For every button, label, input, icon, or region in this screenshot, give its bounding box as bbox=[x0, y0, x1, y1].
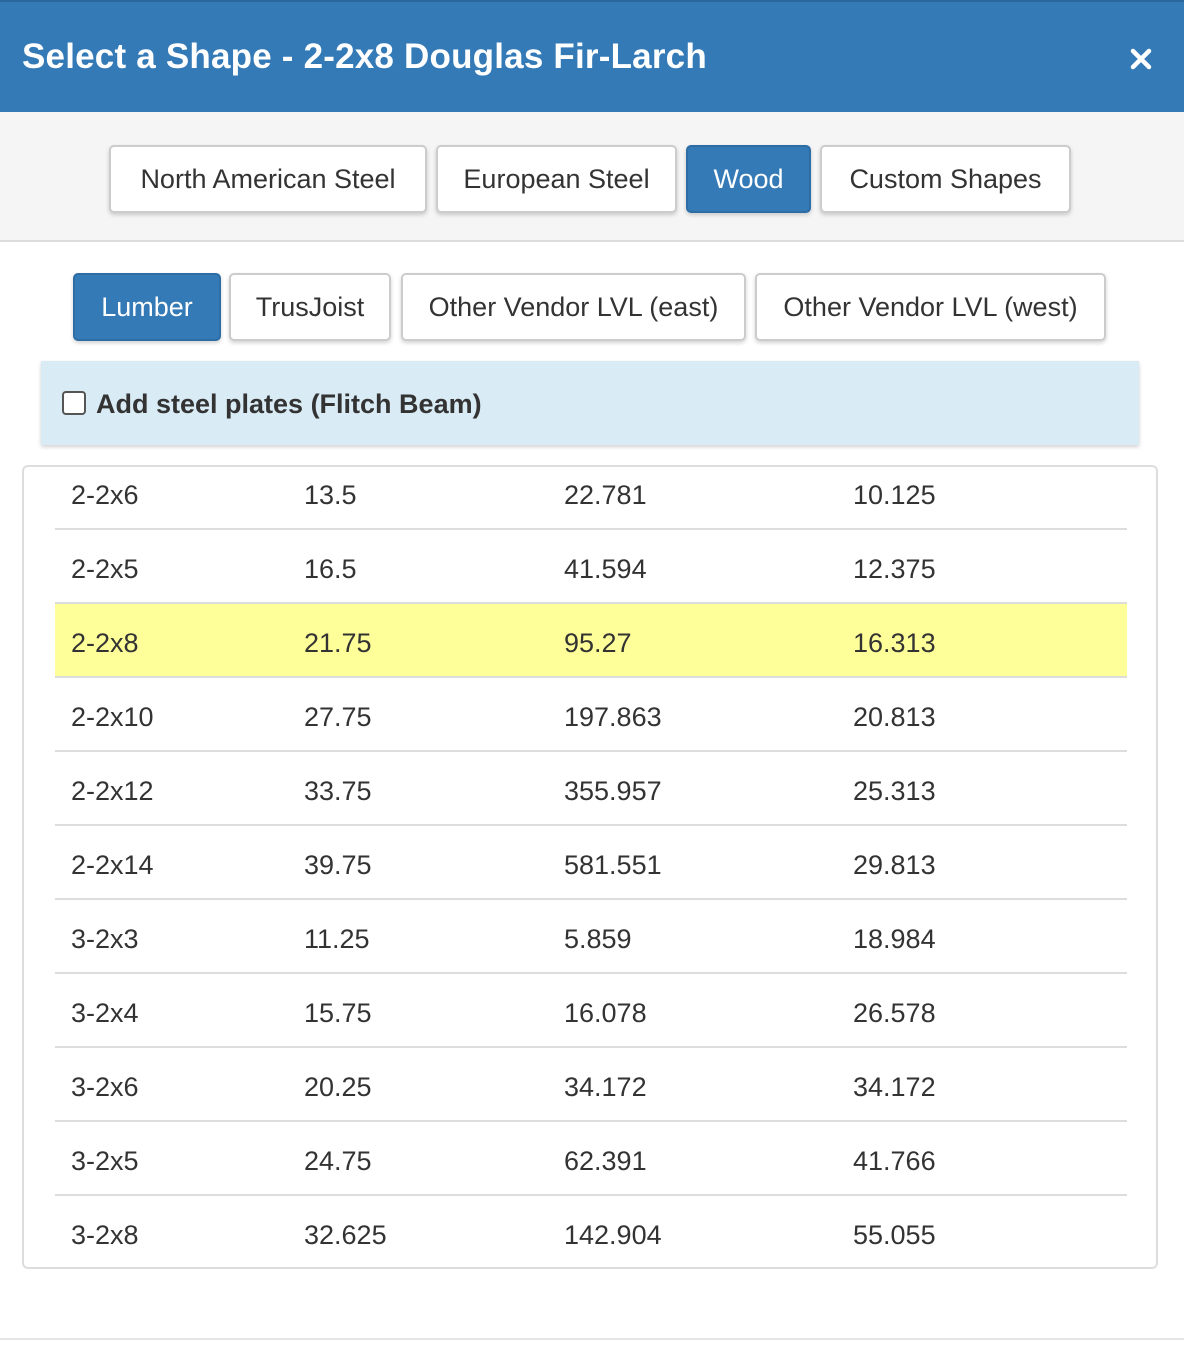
table-row[interactable]: 3-2x4 15.75 16.078 26.578 bbox=[55, 974, 1127, 1048]
category-tab-bar: North American Steel European Steel Wood… bbox=[0, 112, 1184, 242]
cell-value: 20.25 bbox=[304, 1072, 372, 1102]
cell-value: 62.391 bbox=[564, 1146, 647, 1176]
cell-value: 26.578 bbox=[853, 998, 936, 1028]
cell-value: 12.375 bbox=[853, 554, 936, 584]
cell-value: 16.5 bbox=[304, 554, 357, 584]
table-row[interactable]: 2-2x6 13.5 22.781 10.125 bbox=[55, 467, 1127, 530]
cell-value: 27.75 bbox=[304, 702, 372, 732]
tab-north-american-steel[interactable]: North American Steel bbox=[109, 145, 427, 213]
table-row[interactable]: 3-2x5 24.75 62.391 41.766 bbox=[55, 1122, 1127, 1196]
cell-shape: 3-2x4 bbox=[71, 998, 139, 1028]
cell-value: 34.172 bbox=[564, 1072, 647, 1102]
cell-value: 11.25 bbox=[304, 924, 370, 954]
close-button[interactable] bbox=[1124, 42, 1158, 76]
tab-european-steel[interactable]: European Steel bbox=[436, 145, 677, 213]
cell-shape: 3-2x3 bbox=[71, 924, 139, 954]
cell-shape: 3-2x5 bbox=[71, 1146, 139, 1176]
flitch-beam-label[interactable]: Add steel plates (Flitch Beam) bbox=[96, 389, 482, 419]
table-row-selected[interactable]: 2-2x8 21.75 95.27 16.313 bbox=[55, 604, 1127, 678]
cell-shape: 2-2x8 bbox=[71, 628, 139, 658]
cell-value: 18.984 bbox=[853, 924, 936, 954]
cell-value: 32.625 bbox=[304, 1220, 387, 1250]
cell-shape: 2-2x5 bbox=[71, 554, 139, 584]
close-icon bbox=[1130, 48, 1152, 70]
cell-shape: 2-2x10 bbox=[71, 702, 154, 732]
cell-shape: 3-2x8 bbox=[71, 1220, 139, 1250]
cell-value: 10.125 bbox=[853, 480, 936, 510]
cell-value: 22.781 bbox=[564, 480, 647, 510]
table-row[interactable]: 2-2x14 39.75 581.551 29.813 bbox=[55, 826, 1127, 900]
modal-footer-divider bbox=[0, 1338, 1184, 1340]
shape-table: 2-2x6 13.5 22.781 10.125 2-2x5 16.5 41.5… bbox=[22, 465, 1158, 1269]
modal-title: Select a Shape - 2-2x8 Douglas Fir-Larch bbox=[22, 37, 707, 76]
tab-custom-shapes[interactable]: Custom Shapes bbox=[820, 145, 1071, 213]
cell-value: 21.75 bbox=[304, 628, 372, 658]
cell-value: 13.5 bbox=[304, 480, 357, 510]
cell-value: 16.078 bbox=[564, 998, 647, 1028]
cell-shape: 2-2x14 bbox=[71, 850, 154, 880]
cell-value: 581.551 bbox=[564, 850, 662, 880]
flitch-beam-panel: Add steel plates (Flitch Beam) bbox=[41, 361, 1139, 445]
subtab-trusjoist[interactable]: TrusJoist bbox=[229, 273, 391, 341]
table-row[interactable]: 2-2x12 33.75 355.957 25.313 bbox=[55, 752, 1127, 826]
subtab-other-vendor-lvl-east[interactable]: Other Vendor LVL (east) bbox=[401, 273, 746, 341]
cell-value: 39.75 bbox=[304, 850, 372, 880]
modal-header: Select a Shape - 2-2x8 Douglas Fir-Larch bbox=[0, 0, 1184, 112]
table-row[interactable]: 3-2x6 20.25 34.172 34.172 bbox=[55, 1048, 1127, 1122]
cell-shape: 3-2x6 bbox=[71, 1072, 139, 1102]
subtab-other-vendor-lvl-west[interactable]: Other Vendor LVL (west) bbox=[755, 273, 1106, 341]
cell-value: 34.172 bbox=[853, 1072, 936, 1102]
cell-value: 25.313 bbox=[853, 776, 936, 806]
cell-value: 142.904 bbox=[564, 1220, 662, 1250]
cell-value: 16.313 bbox=[853, 628, 936, 658]
cell-value: 5.859 bbox=[564, 924, 632, 954]
cell-value: 197.863 bbox=[564, 702, 662, 732]
cell-value: 24.75 bbox=[304, 1146, 372, 1176]
table-row[interactable]: 3-2x8 32.625 142.904 55.055 bbox=[55, 1196, 1127, 1267]
cell-value: 95.27 bbox=[564, 628, 632, 658]
cell-value: 20.813 bbox=[853, 702, 936, 732]
table-row[interactable]: 3-2x3 11.25 5.859 18.984 bbox=[55, 900, 1127, 974]
cell-shape: 2-2x12 bbox=[71, 776, 154, 806]
cell-value: 41.766 bbox=[853, 1146, 936, 1176]
cell-value: 41.594 bbox=[564, 554, 647, 584]
cell-value: 15.75 bbox=[304, 998, 372, 1028]
table-row[interactable]: 2-2x10 27.75 197.863 20.813 bbox=[55, 678, 1127, 752]
cell-value: 29.813 bbox=[853, 850, 936, 880]
cell-shape: 2-2x6 bbox=[71, 480, 139, 510]
cell-value: 33.75 bbox=[304, 776, 372, 806]
cell-value: 355.957 bbox=[564, 776, 662, 806]
cell-value: 55.055 bbox=[853, 1220, 936, 1250]
tab-wood[interactable]: Wood bbox=[686, 145, 811, 213]
subtab-lumber[interactable]: Lumber bbox=[73, 273, 221, 341]
table-row[interactable]: 2-2x5 16.5 41.594 12.375 bbox=[55, 530, 1127, 604]
flitch-beam-checkbox[interactable] bbox=[62, 391, 86, 415]
